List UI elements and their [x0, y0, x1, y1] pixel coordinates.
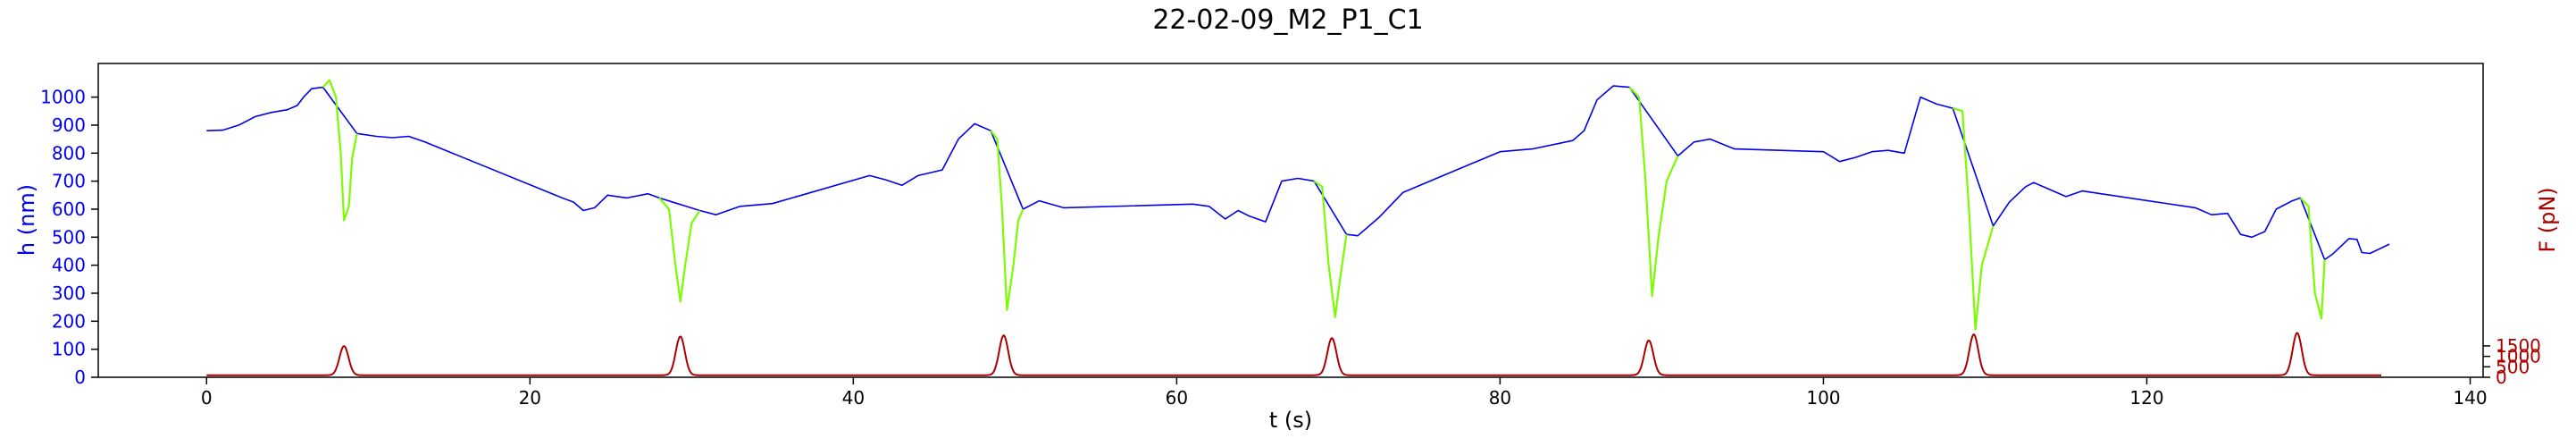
y-left-tick-label: 1000 — [40, 87, 86, 108]
series-layer — [206, 79, 2390, 376]
x-axis-label: t (s) — [1269, 408, 1312, 433]
x-tick-label: 40 — [842, 387, 865, 409]
y-left-tick-label: 300 — [52, 283, 86, 304]
y-left-tick-label: 100 — [52, 339, 86, 360]
x-tick-label: 120 — [2129, 387, 2163, 409]
h-compression-line — [658, 197, 701, 303]
y-right-tick-label: 0 — [2496, 367, 2507, 388]
y-axis-left-label: h (nm) — [14, 184, 39, 256]
h-compression-line — [1628, 86, 1679, 298]
h-compression-line — [1313, 180, 1348, 318]
y-left-tick-label: 400 — [52, 255, 86, 276]
h-compression-line — [1952, 107, 1995, 331]
x-tick-label: 80 — [1489, 387, 1511, 409]
y-axis-right-label: F (pN) — [2535, 187, 2560, 252]
y-left-tick-label: 800 — [52, 142, 86, 164]
x-axis-ticks: 0 20 40 60 80 100 120 140 — [201, 377, 2488, 409]
y-left-tick-label: 600 — [52, 198, 86, 220]
plot-area-frame — [97, 63, 2484, 378]
y-left-tick-label: 200 — [52, 310, 86, 332]
x-tick-label: 0 — [201, 387, 213, 409]
x-tick-label: 100 — [1806, 387, 1840, 409]
x-tick-label: 60 — [1166, 387, 1188, 409]
y-right-tick-label: 500 — [2496, 356, 2530, 377]
y-axis-left-ticks: 0 100 200 300 400 500 600 700 800 900 1000 — [40, 87, 98, 388]
h-compression-line — [322, 79, 358, 222]
h-compression-line — [990, 130, 1025, 311]
chart-title: 22-02-09_M2_P1_C1 — [1152, 4, 1423, 36]
y-left-tick-label: 900 — [52, 114, 86, 136]
h-rest-line — [206, 85, 2390, 261]
y-left-tick-label: 700 — [52, 171, 86, 192]
y-left-tick-label: 0 — [74, 367, 86, 388]
x-tick-label: 20 — [519, 387, 541, 409]
x-tick-label: 140 — [2453, 387, 2487, 409]
h-compression-line — [2299, 197, 2326, 320]
force-line — [206, 332, 2382, 376]
y-left-tick-label: 500 — [52, 226, 86, 248]
y-right-tick-label: 1500 — [2496, 335, 2541, 357]
y-right-tick-label: 1000 — [2496, 346, 2541, 367]
